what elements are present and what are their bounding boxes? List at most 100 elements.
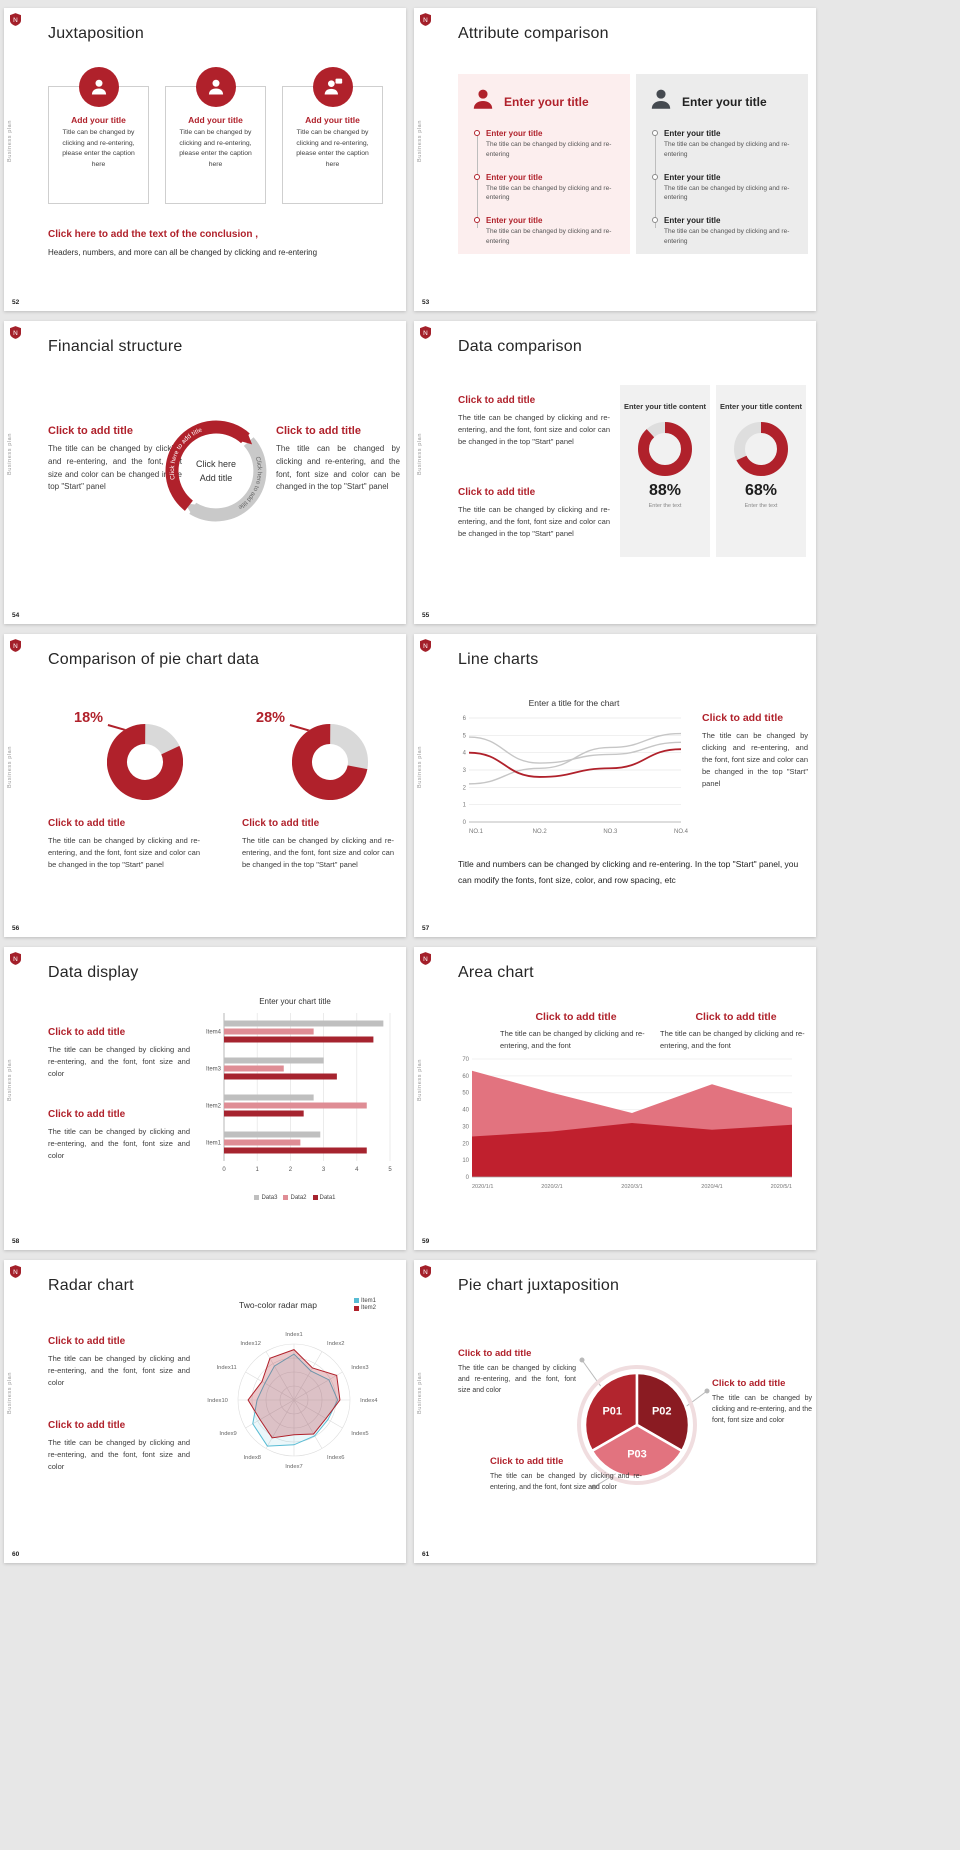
svg-text:20: 20 [462,1141,469,1147]
sidebar-label: Business plan [7,746,13,789]
comparison-panel-left: Enter your title Enter your title The ti… [458,74,630,254]
item-heading: Enter your title [664,129,721,138]
block-heading: Click to add title [535,1011,617,1023]
area-chart: 0 10 20 30 40 50 60 70 2020/1/1 2020/2/1 2020/3/1 2… [448,1051,804,1196]
slide-54-financial-structure[interactable]: N Business plan Financial structure Clic… [4,321,406,624]
svg-text:Item4: Item4 [206,1030,222,1036]
block-body: The title can be changed by clicking and… [702,731,808,788]
text-block-bottom: Click to add title The title can be chan… [490,1456,642,1493]
svg-text:N: N [13,330,18,337]
svg-text:N: N [423,330,428,337]
svg-text:0: 0 [463,820,467,826]
block-body: The title can be changed by clicking and… [48,1045,190,1078]
slide-55-data-comparison[interactable]: N Business plan Data comparison Click to… [414,321,816,624]
slide-59-area-chart[interactable]: N Business plan Area chart Click to add … [414,947,816,1250]
block-heading: Click to add title [490,1456,564,1467]
svg-text:Index7: Index7 [285,1464,302,1470]
svg-text:30: 30 [462,1124,469,1130]
left-text-block: Click to add title The title can be chan… [48,425,182,494]
item-body: The title can be changed by clicking and… [664,184,790,202]
svg-text:Item2: Item2 [206,1104,222,1110]
chart-title: Enter a title for the chart [528,698,620,708]
slide-60-radar-chart[interactable]: N Business plan Radar chart Click to add… [4,1260,406,1563]
university-logo-icon: N [420,326,431,339]
slide-58-data-display[interactable]: N Business plan Data display Click to ad… [4,947,406,1250]
svg-text:NO.4: NO.4 [674,829,689,835]
slide-53-attribute-comparison[interactable]: N Business plan Attribute comparison Ent… [414,8,816,311]
header-block: Click to add title The title can be chan… [500,1011,652,1052]
svg-text:Index10: Index10 [207,1398,228,1404]
block-heading: Click to add title [48,818,126,829]
person-icon [195,67,236,107]
sidebar-label: Business plan [417,746,423,789]
card-caption: Title can be changed by clicking and re-… [62,129,135,168]
university-logo-icon: N [420,639,431,652]
block-heading: Click to add title [712,1378,786,1389]
item-body: The title can be changed by clicking and… [486,228,612,245]
conclusion-heading: Click here to add the text of the conclu… [48,229,259,240]
item-heading: Enter your title [486,129,543,138]
gauge-label: Enter your title content [719,402,803,411]
cards-row: Add your title Title can be changed by c… [48,67,383,204]
gauge-panel: Enter your title content 88% Enter the t… [620,385,710,557]
slide-title: Pie chart juxtaposition [458,1277,620,1294]
panel-heading: Enter your title [504,94,589,109]
svg-text:N: N [13,643,18,650]
svg-text:Index2: Index2 [327,1341,344,1347]
timeline-item: Enter your title The title can be change… [474,129,618,160]
donut-value-label: 28% [256,710,286,726]
slide-57-line-charts[interactable]: N Business plan Line charts Enter a titl… [414,634,816,937]
slide-61-pie-juxtaposition[interactable]: N Business plan Pie chart juxtaposition … [414,1260,816,1563]
university-logo-icon: N [10,326,21,339]
block-heading: Click to add title [458,487,536,498]
svg-text:60: 60 [462,1074,469,1080]
text-block: Click to add title The title can be chan… [242,818,394,871]
conclusion-body: Headers, numbers, and more can all be ch… [48,248,318,257]
block-heading: Click to add title [458,1348,532,1359]
svg-text:50: 50 [462,1091,469,1097]
svg-text:0: 0 [466,1175,470,1181]
svg-text:Index9: Index9 [219,1431,236,1437]
pie-chart: P01 P02 P03 [572,1360,702,1495]
block-body: The title can be changed by clicking and… [458,1365,576,1395]
card-heading: Add your title [188,115,243,125]
footer-note: Title and numbers can be changed by clic… [458,859,799,886]
svg-text:2020/5/1: 2020/5/1 [771,1184,792,1190]
slide-grid: N Business plan Juxtaposition Add your t… [4,8,816,1563]
chart-title: Two-color radar map [239,1300,317,1310]
svg-text:NO.3: NO.3 [603,829,618,835]
svg-text:70: 70 [462,1057,469,1063]
block-body: The title can be changed by clicking and… [48,836,200,869]
chart-legend: Item1 Item2 [354,1296,376,1313]
gauge-panel: Enter your title content 68% Enter the t… [716,385,806,557]
text-block: Click to add title The title can be chan… [458,487,610,540]
page-number: 57 [422,925,430,932]
sidebar-label: Business plan [417,120,423,163]
university-logo-icon: N [420,952,431,965]
gauge-value: 88% [648,482,682,500]
text-block-left: Click to add title The title can be chan… [458,1348,576,1397]
svg-text:N: N [423,956,428,963]
card-caption: Title can be changed by clicking and re-… [179,129,252,168]
svg-text:2020/2/1: 2020/2/1 [541,1184,562,1190]
svg-text:2: 2 [463,785,467,791]
slide-52-juxtaposition[interactable]: N Business plan Juxtaposition Add your t… [4,8,406,311]
gauge-label: Enter your title content [623,402,707,411]
donut-chart [107,724,183,800]
radar-chart: Index1 Index2 Index3 Index4 Index5 Index6 Inde… [206,1312,382,1493]
slide-title: Radar chart [48,1277,134,1294]
gauge-caption: Enter the text [744,503,778,510]
slide-title: Data display [48,964,139,981]
block-body: The title can be changed by clicking and… [500,1029,645,1050]
block-body: The title can be changed by clicking and… [48,444,182,492]
item-heading: Enter your title [486,172,543,182]
page-number: 56 [12,925,20,932]
block-heading: Click to add title [48,1420,126,1431]
svg-text:3: 3 [322,1167,326,1173]
slide-56-pie-comparison[interactable]: N Business plan Comparison of pie chart … [4,634,406,937]
university-logo-icon: N [420,1265,431,1278]
gauge-caption: Enter the text [648,503,682,510]
page-number: 55 [422,612,430,619]
text-block: Click to add title The title can be chan… [48,818,200,871]
block-body: The title can be changed by clicking and… [712,1395,812,1425]
